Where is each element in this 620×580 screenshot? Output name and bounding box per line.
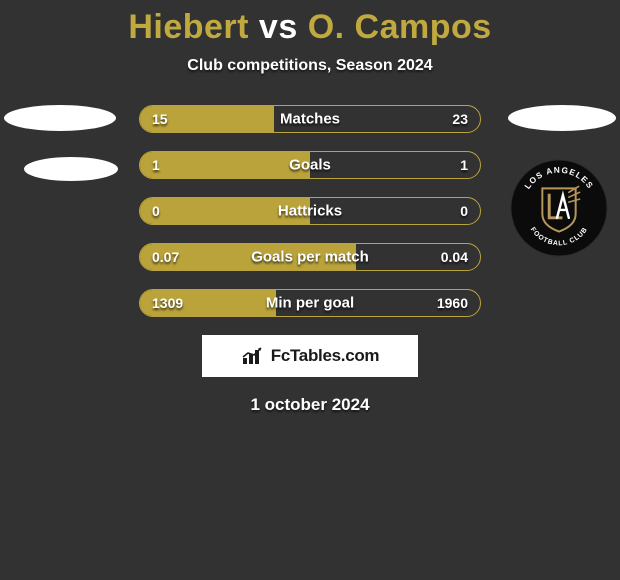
- stat-label: Matches: [280, 111, 340, 128]
- stat-bars: 15 Matches 23 1 Goals 1 0 Hattricks 0 0.07 Goals p…: [139, 105, 481, 317]
- stat-label: Hattricks: [278, 203, 342, 220]
- player1-name: Hiebert: [128, 8, 249, 46]
- player1-photo-placeholder-2: [24, 157, 118, 181]
- comparison-content: LOS ANGELES FOOTBALL CLUB 15 Matches 23 1 Go…: [0, 105, 620, 317]
- stat-value-right: 0.04: [441, 249, 468, 265]
- stat-fill-left: [140, 152, 310, 178]
- player2-club-badge: LOS ANGELES FOOTBALL CLUB: [510, 159, 608, 257]
- stat-value-right: 23: [452, 111, 468, 127]
- bar-chart-icon: [241, 346, 267, 366]
- stat-value-right: 0: [460, 203, 468, 219]
- player1-photo-placeholder-1: [4, 105, 116, 131]
- fctables-logo-text: FcTables.com: [271, 346, 380, 366]
- player2-photo-placeholder: [508, 105, 616, 131]
- stat-label: Min per goal: [266, 295, 354, 312]
- stat-row: 0.07 Goals per match 0.04: [139, 243, 481, 271]
- stat-value-left: 1309: [152, 295, 183, 311]
- stat-row: 0 Hattricks 0: [139, 197, 481, 225]
- subtitle: Club competitions, Season 2024: [0, 57, 620, 75]
- stat-value-right: 1960: [437, 295, 468, 311]
- stat-value-left: 1: [152, 157, 160, 173]
- stat-value-left: 15: [152, 111, 168, 127]
- stat-value-left: 0: [152, 203, 160, 219]
- fctables-logo: FcTables.com: [202, 335, 418, 377]
- stat-row: 1309 Min per goal 1960: [139, 289, 481, 317]
- date-text: 1 october 2024: [0, 395, 620, 415]
- stat-value-left: 0.07: [152, 249, 179, 265]
- comparison-title: Hiebert vs O. Campos: [0, 0, 620, 47]
- stat-row: 15 Matches 23: [139, 105, 481, 133]
- stat-row: 1 Goals 1: [139, 151, 481, 179]
- vs-text: vs: [259, 8, 298, 46]
- player2-name: O. Campos: [308, 8, 492, 46]
- stat-value-right: 1: [460, 157, 468, 173]
- stat-label: Goals per match: [251, 249, 369, 266]
- stat-label: Goals: [289, 157, 331, 174]
